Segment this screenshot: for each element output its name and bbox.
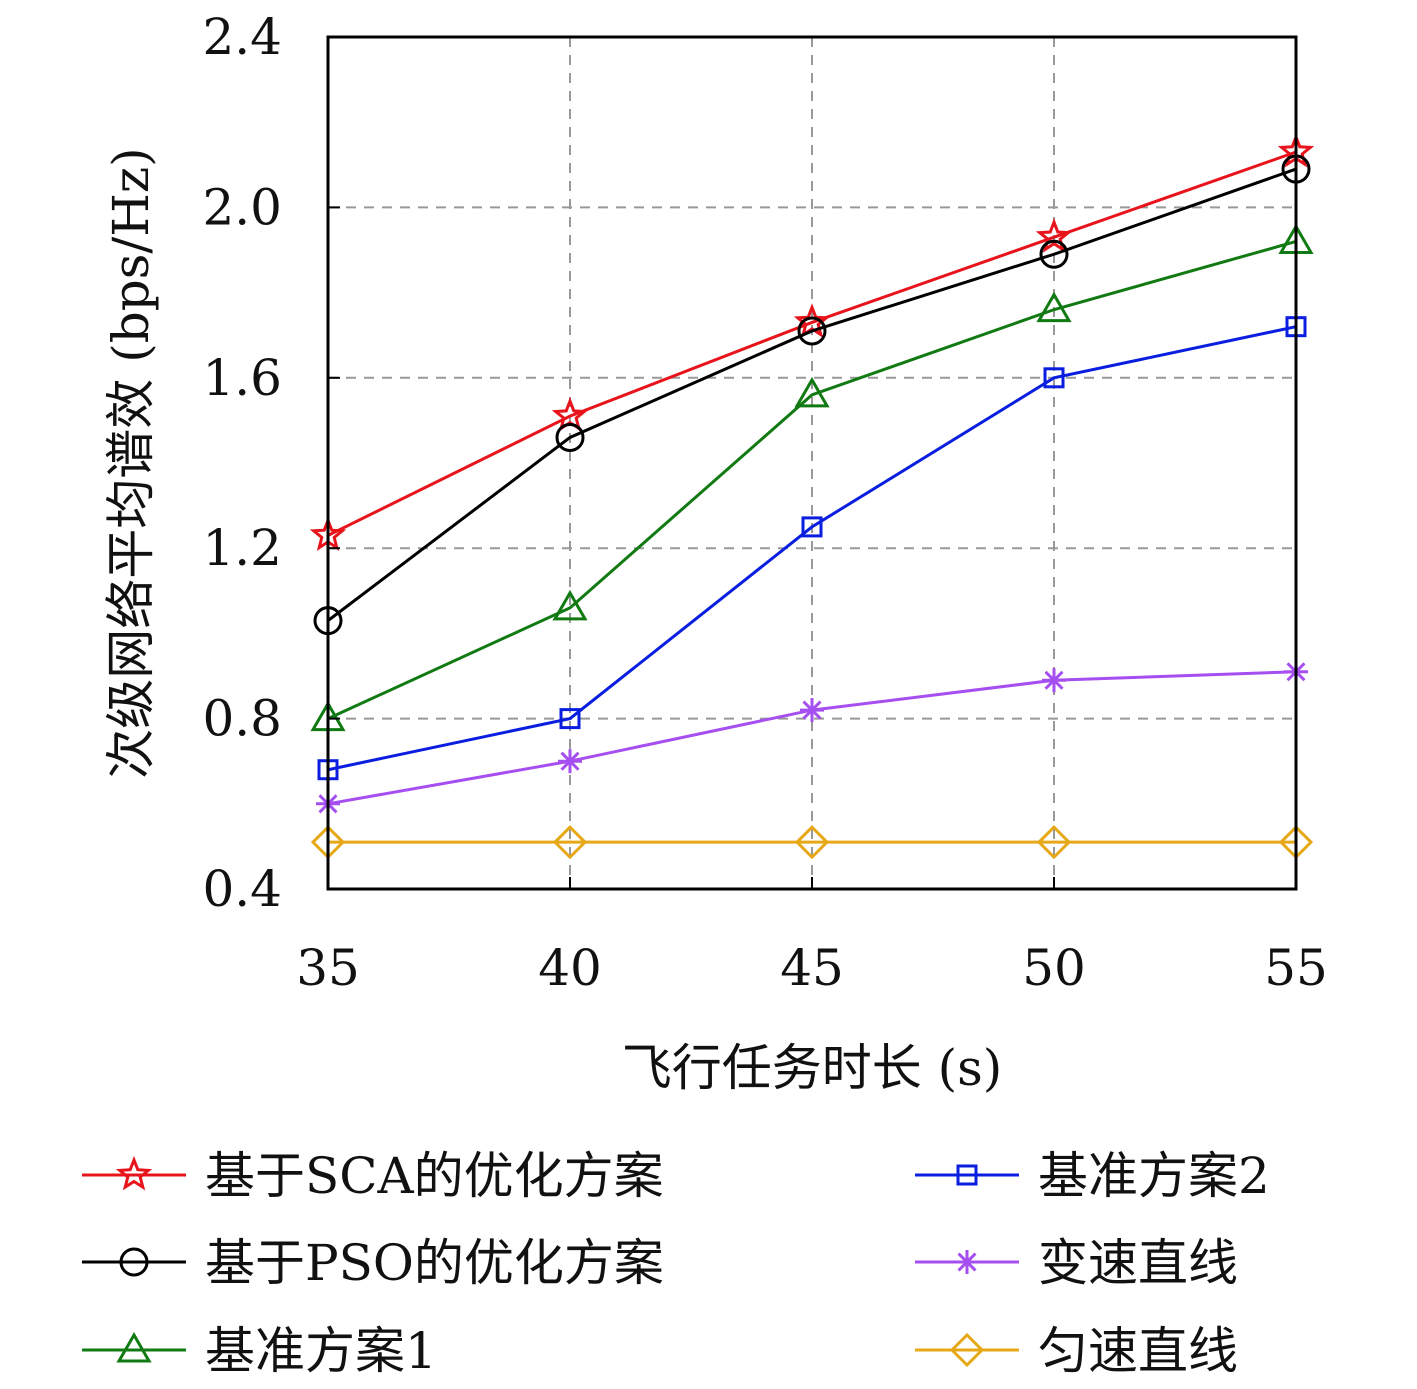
data-point-3-1 (559, 708, 581, 730)
legend-marker-3 (956, 1164, 978, 1186)
y-tick-label: 2.0 (202, 178, 282, 236)
legend-label-5: 匀速直线 (1038, 1322, 1238, 1380)
data-point-5-1 (552, 825, 588, 860)
y-tick-label: 1.6 (202, 349, 282, 407)
x-tick-label: 55 (1264, 939, 1328, 997)
legend-label-0: 基于SCA的优化方案 (205, 1147, 664, 1205)
data-point-1-1 (555, 422, 585, 452)
data-point-2-3 (1036, 291, 1072, 323)
data-point-4-2 (800, 698, 824, 723)
legend-label-3: 基准方案2 (1038, 1147, 1270, 1205)
y-axis-title: 次级网络平均谱效 (bps/Hz) (102, 147, 160, 778)
legend-label-4: 变速直线 (1038, 1234, 1238, 1292)
legend-label-1: 基于PSO的优化方案 (205, 1234, 664, 1292)
series-line-3 (327, 325, 1297, 772)
y-tick-label: 1.2 (202, 519, 282, 577)
data-point-2-2 (794, 376, 830, 408)
series-line-0 (327, 150, 1297, 537)
data-point-0-1 (551, 396, 589, 432)
x-tick-label: 40 (538, 939, 602, 997)
grid-lines (328, 37, 1296, 889)
x-tick-label: 35 (296, 939, 360, 997)
data-point-5-2 (794, 825, 830, 860)
x-tick-label: 45 (780, 939, 844, 997)
data-point-0-3 (1035, 218, 1073, 253)
data-point-1-3 (1039, 239, 1069, 269)
y-tick-label: 0.8 (202, 690, 282, 748)
series-line-1 (327, 167, 1297, 622)
legend-label-2: 基准方案1 (205, 1322, 437, 1380)
legend-marker-0 (115, 1155, 153, 1191)
data-point-4-3 (1042, 668, 1066, 693)
y-tick-label: 0.4 (202, 860, 282, 918)
legend-marker-4 (955, 1250, 979, 1274)
legend-marker-5 (949, 1332, 985, 1368)
data-point-4-1 (558, 749, 582, 774)
data-point-2-1 (552, 589, 588, 621)
x-axis-title: 飞行任务时长 (s) (622, 1039, 1003, 1097)
legend-marker-1 (119, 1247, 149, 1277)
data-point-0-2 (793, 303, 831, 338)
data-point-3-2 (801, 516, 823, 538)
y-tick-label: 2.4 (202, 8, 282, 66)
x-tick-label: 50 (1022, 939, 1086, 997)
data-point-5-3 (1036, 825, 1072, 860)
legend-marker-2 (116, 1331, 152, 1363)
series-group (309, 132, 1315, 860)
series-line-2 (327, 240, 1297, 720)
data-point-1-2 (797, 316, 827, 346)
tick-labels: 35 40 45 50 55 0.4 0.8 1.2 1.6 2.0 2.4 (202, 8, 1327, 997)
data-point-3-3 (1043, 367, 1065, 389)
